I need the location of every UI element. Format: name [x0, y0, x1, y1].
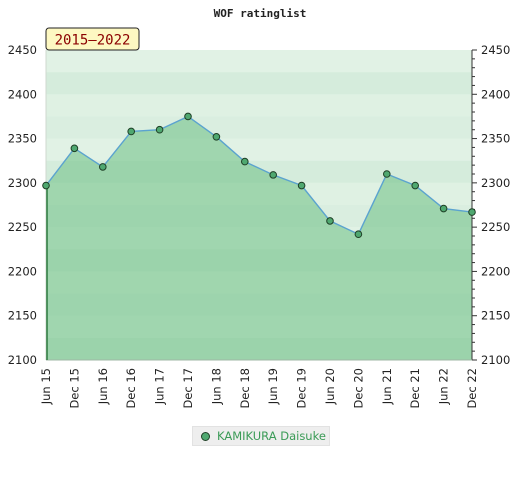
data-point: [383, 170, 391, 178]
data-points: [42, 112, 476, 239]
data-point: [127, 127, 135, 136]
data-point: [411, 181, 420, 190]
x-tick-labels: Jun 15 Dec 15 Jun 16 Dec 16 Jun 17 Dec 17 Jun …: [39, 368, 479, 409]
x-tick-label: Dec 18: [238, 368, 252, 409]
period-badge-text: 2015–2022: [55, 33, 131, 49]
y-tick-label-right: 2100: [481, 353, 510, 367]
y-tick-label-left: 2150: [8, 309, 37, 323]
chart-title: WOF ratinglist: [214, 7, 307, 20]
y-tick-label-right: 2300: [481, 176, 510, 190]
x-tick-label: Dec 19: [295, 368, 309, 409]
x-tick-label: Dec 20: [351, 368, 365, 409]
data-point: [42, 181, 50, 190]
x-tick-label: Jun 16: [96, 368, 110, 405]
y-tick-label-left: 2200: [8, 264, 37, 278]
axes: [45, 49, 477, 361]
data-point: [184, 112, 192, 121]
plot-band: [46, 72, 472, 95]
y-tick-label-right: 2200: [481, 264, 510, 278]
series-line-path: [45, 115, 473, 236]
data-point: [212, 133, 221, 141]
y-tick-label-left: 2350: [8, 132, 37, 146]
y-tick-label-left: 2250: [8, 220, 37, 234]
data-point: [439, 204, 448, 213]
y-tick-label-left: 2450: [8, 43, 37, 57]
data-point: [354, 230, 363, 239]
data-point: [155, 125, 164, 134]
legend: KAMIKURA Daisuke: [192, 426, 330, 446]
y-tick-label-right: 2150: [481, 309, 510, 323]
x-tick-label: Dec 15: [67, 368, 81, 409]
series-area: [46, 116, 472, 360]
period-badge-box: [45, 27, 140, 51]
x-tick-label: Dec 22: [465, 368, 479, 409]
data-point: [297, 181, 306, 190]
period-badge: 2015–2022: [45, 27, 140, 51]
y-tick-label-left: 2300: [8, 176, 37, 190]
legend-series-name: KAMIKURA Daisuke: [217, 429, 326, 443]
x-tick-label: Dec 21: [408, 368, 422, 409]
plot-band: [46, 50, 472, 73]
y-tick-label-right: 2400: [481, 87, 510, 101]
plot-band: [46, 116, 472, 139]
y-tick-label-right: 2350: [481, 132, 510, 146]
data-point: [99, 163, 107, 171]
x-tick-label: Dec 17: [181, 368, 195, 409]
x-tick-label: Jun 19: [266, 368, 280, 405]
plot-band: [46, 94, 472, 117]
plot-area-fill: [46, 116, 472, 360]
data-point: [468, 208, 476, 216]
x-tick-label: Jun 22: [437, 368, 451, 405]
data-point: [326, 217, 334, 225]
y-tick-label-right: 2450: [481, 43, 510, 57]
y-tick-label-left: 2400: [8, 87, 37, 101]
data-point: [269, 171, 278, 179]
x-tick-label: Jun 21: [380, 368, 394, 405]
data-point: [70, 144, 79, 153]
legend-marker-icon: [201, 431, 210, 441]
x-tick-label: Jun 20: [323, 368, 337, 405]
x-tick-label: Dec 16: [124, 368, 138, 409]
x-tick-label: Jun 18: [209, 368, 223, 405]
y-tick-label-right: 2250: [481, 220, 510, 234]
series-line: [45, 115, 473, 236]
y-tick-labels-left: 2100 2150 2200 2250 2300 2350 2400 2450: [8, 43, 37, 367]
y-tick-labels-right: 2100 2150 2200 2250 2300 2350 2400 2450: [481, 43, 510, 367]
x-tick-label: Jun 17: [153, 368, 167, 405]
y-tick-label-left: 2100: [8, 353, 37, 367]
data-point: [241, 157, 249, 166]
x-tick-label: Jun 15: [39, 368, 53, 405]
